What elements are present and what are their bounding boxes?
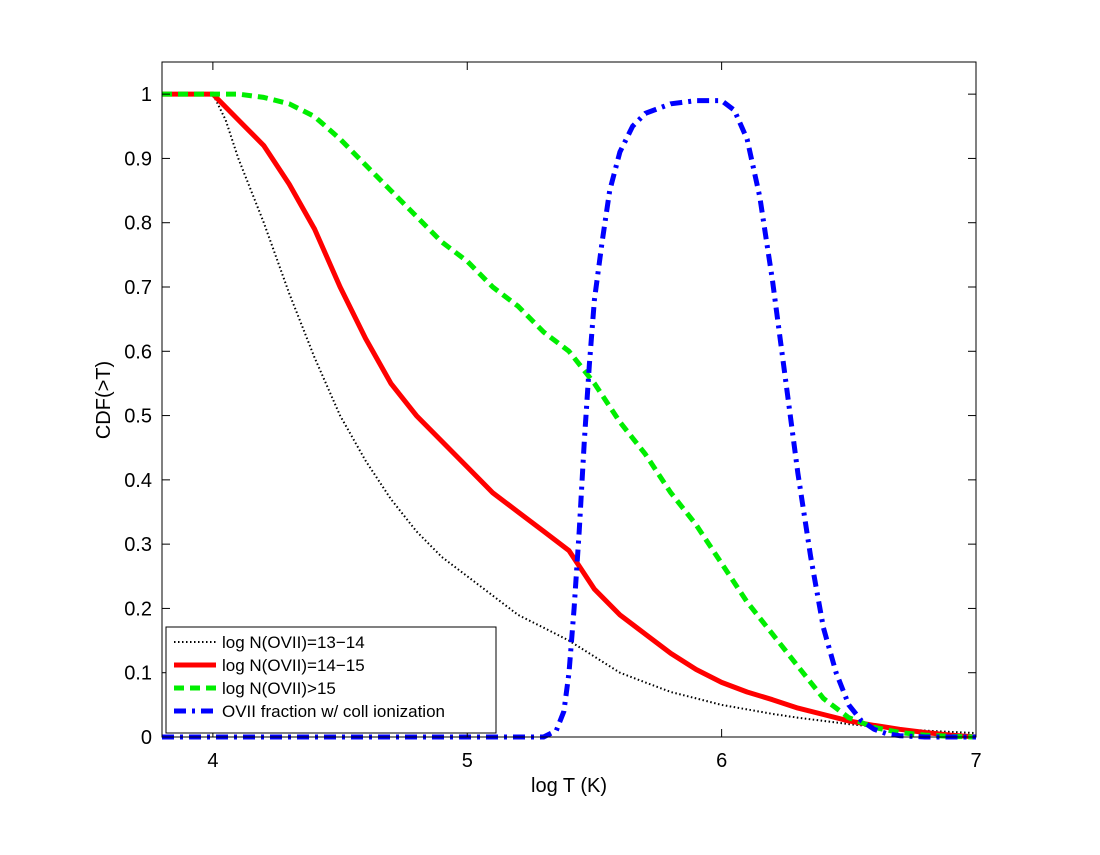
series-line-3 bbox=[162, 91, 977, 740]
y-tick-label: 1 bbox=[141, 84, 152, 106]
x-axis-label: log T (K) bbox=[531, 775, 607, 797]
series-line-2 bbox=[162, 91, 977, 740]
series-layer bbox=[162, 91, 977, 740]
y-tick-label: 0.1 bbox=[124, 663, 152, 685]
x-tick-label: 6 bbox=[716, 750, 727, 772]
y-tick-label: 0.6 bbox=[124, 341, 152, 363]
legend-label-3: log N(OVII)>15 bbox=[222, 679, 336, 698]
x-tick-label: 7 bbox=[970, 750, 981, 772]
legend-box bbox=[165, 626, 497, 734]
plot-area bbox=[162, 62, 976, 737]
y-tick-label: 0.7 bbox=[124, 277, 152, 299]
ticks-layer: 4 5 6 7 0 0.1 0.2 0.3 0.4 0.5 0.6 0.7 0.8 0.9 1 bbox=[124, 62, 982, 772]
y-tick-label: 0.5 bbox=[124, 406, 152, 428]
y-tick-label: 0.8 bbox=[124, 213, 152, 235]
y-tick-label: 0.3 bbox=[124, 534, 152, 556]
y-axis-label: CDF(>T) bbox=[93, 361, 115, 439]
y-tick-label: 0.4 bbox=[124, 470, 152, 492]
series-line-4 bbox=[162, 98, 976, 740]
x-tick-label: 5 bbox=[462, 750, 473, 772]
x-tick-label: 4 bbox=[207, 750, 218, 772]
y-tick-label: 0.2 bbox=[124, 598, 152, 620]
legend-label-4: OVII fraction w/ coll ionization bbox=[222, 702, 445, 721]
legend: log N(OVII)=13−14 log N(OVII)=14−15 log N(… bbox=[165, 626, 497, 734]
legend-label-2: log N(OVII)=14−15 bbox=[222, 656, 365, 675]
y-tick-label: 0.9 bbox=[124, 148, 152, 170]
y-tick-label: 0 bbox=[141, 727, 152, 749]
legend-label-1: log N(OVII)=13−14 bbox=[222, 633, 365, 652]
plot-frame bbox=[161, 61, 977, 738]
